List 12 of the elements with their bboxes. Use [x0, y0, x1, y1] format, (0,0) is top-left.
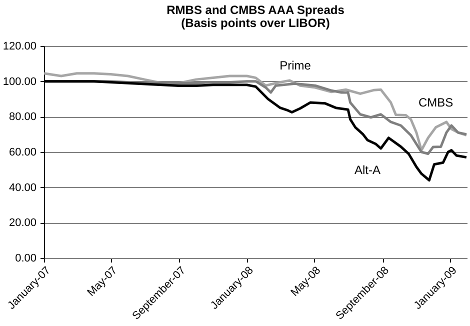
y-tick-label: 120.00: [2, 40, 36, 52]
y-tick-label: 80.00: [8, 111, 36, 124]
series-label: Prime: [280, 58, 312, 73]
y-tick-label: 100.00: [2, 76, 36, 88]
chart-subtitle: (Basis points over LIBOR): [181, 16, 330, 30]
y-tick-label: 60.00: [8, 146, 36, 158]
y-tick-label: 20.00: [8, 217, 36, 230]
series-label: CMBS: [418, 96, 454, 110]
series-label: Alt-A: [354, 163, 381, 178]
chart-title: RMBS and CMBS AAA Spreads: [166, 3, 345, 17]
y-tick-label: 0.00: [15, 252, 36, 264]
y-tick-label: 40.00: [8, 182, 36, 194]
